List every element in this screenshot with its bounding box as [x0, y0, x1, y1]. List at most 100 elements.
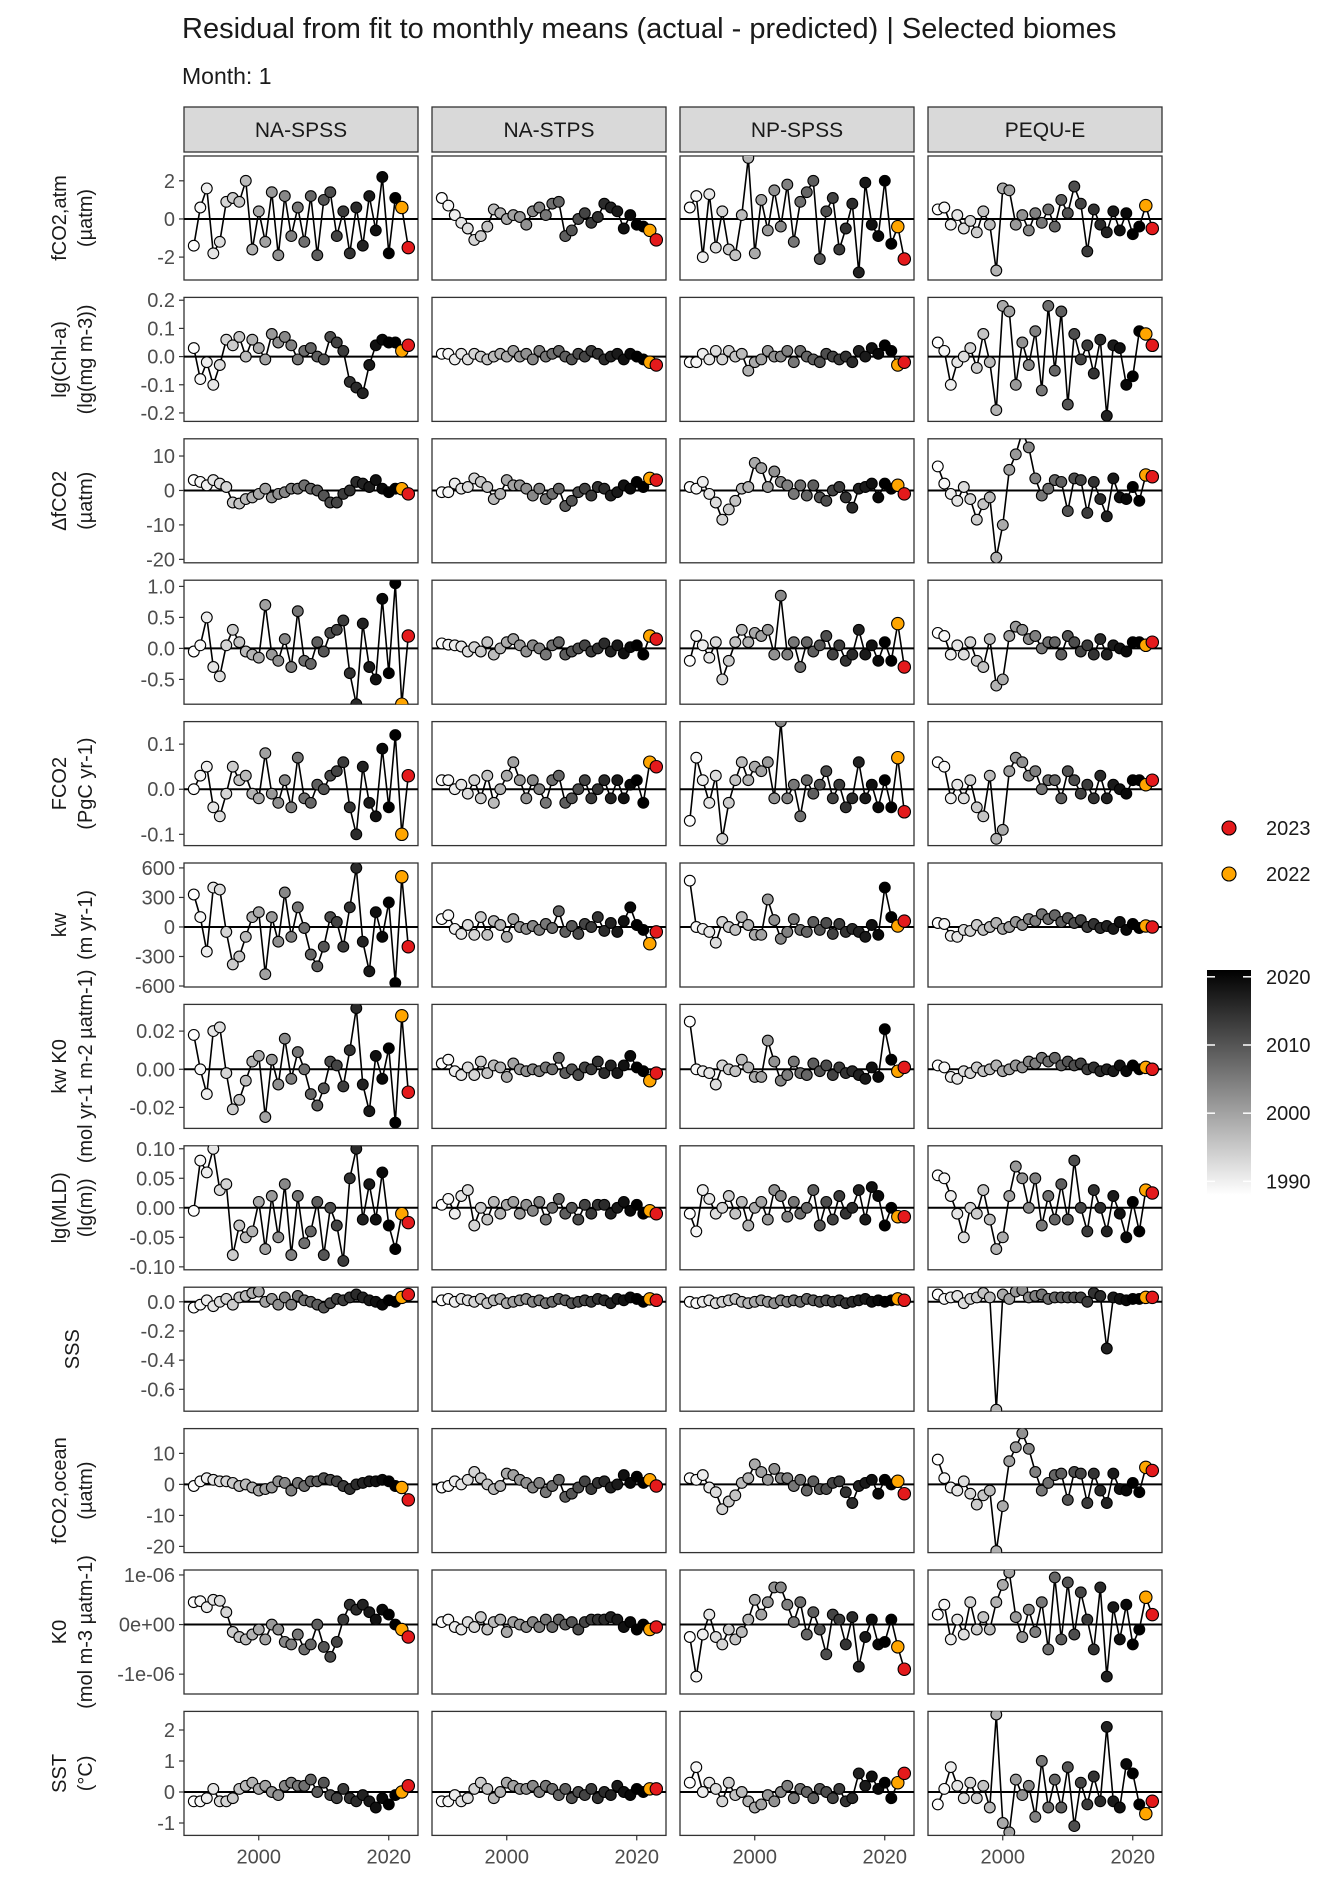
data-point [553, 637, 564, 648]
panel [928, 722, 1162, 846]
data-point [945, 219, 956, 230]
y-axis-title-line: K0 [49, 1620, 71, 1644]
y-axis-title: kw(m yr-1) [49, 890, 97, 960]
y-tick-label: 1.0 [147, 576, 175, 598]
data-point [312, 637, 323, 648]
data-point [821, 206, 832, 217]
data-point [939, 346, 950, 357]
data-point [997, 1232, 1008, 1243]
data-point [357, 1214, 368, 1225]
panel [928, 1004, 1162, 1128]
data-point [1049, 1774, 1060, 1785]
data-point [991, 1709, 1002, 1720]
data-point [756, 195, 767, 206]
data-point [566, 793, 577, 804]
panel [928, 1146, 1162, 1270]
data-point [997, 520, 1008, 531]
data-point [965, 775, 976, 786]
data-point [1004, 185, 1015, 196]
data-point [1082, 1614, 1093, 1625]
y-axis-title-line: SSS [62, 1329, 84, 1369]
facet-label: NA-SPSS [255, 119, 347, 142]
y-tick-label: 0.05 [136, 1168, 175, 1190]
data-point [1036, 1597, 1047, 1608]
data-point [834, 1476, 845, 1487]
data-point [566, 225, 577, 236]
data-point [266, 1191, 277, 1202]
data-point [364, 662, 375, 673]
data-point [827, 929, 838, 940]
data-point [834, 779, 845, 790]
data-point [208, 1143, 219, 1154]
data-point [879, 1220, 890, 1231]
data-point [1004, 1567, 1015, 1578]
panel [432, 863, 666, 987]
data-point [821, 918, 832, 929]
y-tick-label: 10 [153, 446, 175, 468]
data-point [892, 752, 904, 764]
data-point [443, 200, 454, 211]
data-point [958, 1232, 969, 1243]
data-point [847, 1612, 858, 1623]
data-point [898, 1061, 910, 1073]
data-point [631, 640, 642, 651]
data-point [1088, 204, 1099, 215]
data-point [958, 793, 969, 804]
data-point [892, 220, 904, 232]
data-point [898, 806, 910, 818]
data-point [743, 153, 754, 164]
data-point [710, 637, 721, 648]
data-point [475, 231, 486, 242]
data-point [684, 875, 695, 886]
data-point [795, 1474, 806, 1485]
data-point [782, 1211, 793, 1222]
data-point [1069, 329, 1080, 340]
data-point [1023, 1780, 1034, 1791]
y-axis-title-line: fCO2,atm [49, 175, 71, 261]
data-point [195, 202, 206, 213]
data-point [898, 915, 910, 927]
data-point [1146, 1464, 1158, 1476]
data-point [521, 219, 532, 230]
data-point [338, 1784, 349, 1795]
data-point [331, 917, 342, 928]
data-point [1082, 246, 1093, 257]
data-point [351, 202, 362, 213]
data-point [1023, 1443, 1034, 1454]
y-axis-title-line: kw K0 [49, 1039, 71, 1093]
data-point [879, 637, 890, 648]
data-point [756, 1072, 767, 1083]
data-point [723, 1191, 734, 1202]
data-point [1140, 328, 1152, 340]
data-point [827, 649, 838, 660]
data-point [650, 1294, 662, 1306]
data-point [1043, 204, 1054, 215]
data-point [984, 1485, 995, 1496]
data-point [260, 748, 271, 759]
data-point [1056, 477, 1067, 488]
panel [928, 1428, 1162, 1557]
data-point [1030, 326, 1041, 337]
data-point [1121, 1759, 1132, 1770]
data-point [383, 668, 394, 679]
data-point [1134, 221, 1145, 232]
data-point [1004, 306, 1015, 317]
data-point [377, 172, 388, 183]
data-point [396, 871, 408, 883]
data-point [866, 1614, 877, 1625]
data-point [618, 793, 629, 804]
data-point [782, 179, 793, 190]
data-point [1030, 208, 1041, 219]
y-tick-label: 0.1 [147, 734, 175, 756]
data-point [482, 1784, 493, 1795]
data-point [1056, 195, 1067, 206]
data-point [717, 674, 728, 685]
data-point [710, 1487, 721, 1498]
legend-key [1222, 821, 1236, 835]
data-point [958, 649, 969, 660]
data-point [879, 775, 890, 786]
panel [928, 156, 1162, 280]
data-point [331, 1637, 342, 1648]
data-point [997, 1818, 1008, 1829]
data-point [344, 668, 355, 679]
